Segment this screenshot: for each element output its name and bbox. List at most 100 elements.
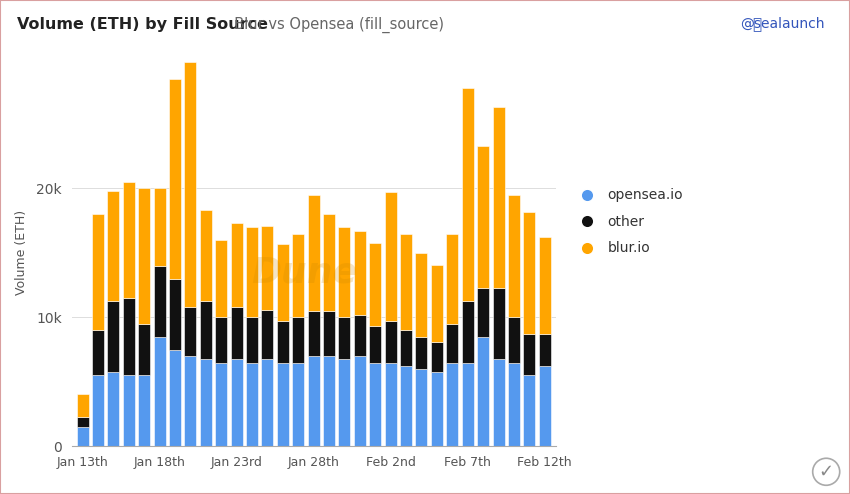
Bar	[539, 367, 551, 447]
Bar	[246, 227, 258, 318]
Bar	[184, 307, 196, 356]
Bar	[292, 318, 304, 363]
Bar	[200, 301, 212, 359]
Bar	[292, 363, 304, 447]
Bar	[338, 359, 350, 447]
Bar	[539, 238, 551, 334]
Bar	[122, 375, 135, 447]
Legend: opensea.io, other, blur.io: opensea.io, other, blur.io	[567, 183, 688, 261]
Bar	[308, 311, 320, 356]
Text: ✓: ✓	[819, 463, 834, 481]
Bar	[76, 417, 88, 427]
Bar	[323, 311, 335, 356]
Bar	[477, 288, 489, 337]
Bar	[215, 240, 227, 318]
Bar	[107, 371, 119, 447]
Bar	[169, 79, 181, 279]
Bar	[385, 192, 397, 321]
Bar	[354, 231, 366, 315]
Bar	[154, 188, 166, 266]
Bar	[508, 363, 520, 447]
Bar	[262, 359, 274, 447]
Bar	[308, 195, 320, 311]
Bar	[492, 359, 505, 447]
Bar	[277, 363, 289, 447]
Bar	[400, 234, 412, 330]
Bar	[431, 342, 443, 371]
Text: Volume (ETH) by Fill Source: Volume (ETH) by Fill Source	[17, 17, 268, 32]
Bar	[385, 321, 397, 363]
Bar	[477, 146, 489, 288]
Bar	[107, 191, 119, 301]
Bar	[230, 223, 242, 307]
Bar	[508, 318, 520, 363]
Bar	[323, 214, 335, 311]
Bar	[200, 359, 212, 447]
Bar	[400, 367, 412, 447]
Bar	[354, 315, 366, 356]
Bar	[92, 375, 104, 447]
Y-axis label: Volume (ETH): Volume (ETH)	[15, 210, 28, 295]
Bar	[400, 330, 412, 367]
Text: 羽: 羽	[752, 17, 762, 32]
Bar	[369, 243, 382, 327]
Bar	[354, 356, 366, 447]
Bar	[524, 334, 536, 375]
Bar	[416, 337, 428, 369]
Bar	[308, 356, 320, 447]
Bar	[385, 363, 397, 447]
Bar	[338, 318, 350, 359]
Bar	[277, 244, 289, 321]
Bar	[492, 288, 505, 359]
Bar	[184, 356, 196, 447]
Bar	[416, 253, 428, 337]
Bar	[369, 363, 382, 447]
Bar	[154, 337, 166, 447]
Bar	[462, 301, 473, 363]
Bar	[338, 227, 350, 318]
Bar	[107, 301, 119, 371]
Bar	[76, 427, 88, 447]
Bar	[539, 334, 551, 367]
Bar	[446, 324, 458, 363]
Bar	[215, 363, 227, 447]
Bar	[446, 234, 458, 324]
Text: @sealaunch: @sealaunch	[740, 17, 824, 31]
Bar	[246, 363, 258, 447]
Bar	[139, 375, 150, 447]
Bar	[323, 356, 335, 447]
Bar	[76, 394, 88, 417]
Bar	[92, 214, 104, 330]
Bar	[446, 363, 458, 447]
Bar	[462, 88, 473, 301]
Bar	[92, 330, 104, 375]
Bar	[431, 371, 443, 447]
Bar	[122, 298, 135, 375]
Bar	[431, 265, 443, 342]
Bar	[200, 210, 212, 301]
Text: Blur vs Opensea (fill_source): Blur vs Opensea (fill_source)	[225, 17, 445, 34]
Bar	[477, 337, 489, 447]
Bar	[122, 182, 135, 298]
Text: Dune: Dune	[251, 255, 357, 289]
Bar	[277, 321, 289, 363]
Bar	[169, 279, 181, 350]
Bar	[139, 188, 150, 324]
Bar	[492, 107, 505, 288]
Bar	[230, 307, 242, 359]
Bar	[262, 310, 274, 359]
Bar	[524, 211, 536, 334]
Bar	[292, 234, 304, 318]
Bar	[416, 369, 428, 447]
Bar	[369, 327, 382, 363]
Bar	[462, 363, 473, 447]
Bar	[230, 359, 242, 447]
Bar	[154, 266, 166, 337]
Bar	[246, 318, 258, 363]
Bar	[139, 324, 150, 375]
Bar	[184, 62, 196, 307]
Bar	[524, 375, 536, 447]
Bar	[169, 350, 181, 447]
Bar	[262, 226, 274, 310]
Bar	[508, 195, 520, 318]
